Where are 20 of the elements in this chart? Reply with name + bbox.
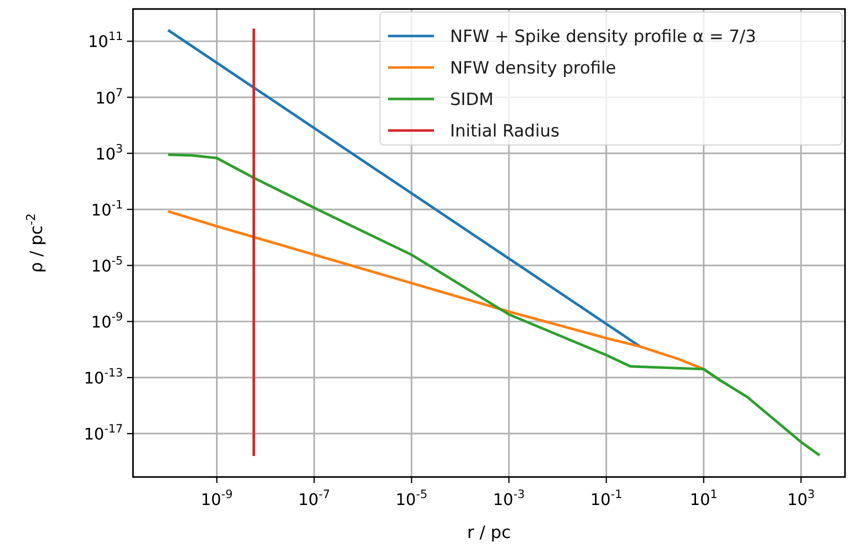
x-tick-label: 10$^{1}$ <box>690 487 718 509</box>
y-tick-label: 10$^{-13}$ <box>84 366 123 388</box>
x-tick-label: 10$^{-9}$ <box>200 487 233 509</box>
x-tick-label: 10$^{3}$ <box>787 487 815 509</box>
y-tick-label: 10$^{3}$ <box>95 141 123 164</box>
legend-label: SIDM <box>450 90 494 110</box>
legend-label: Initial Radius <box>450 122 560 142</box>
x-tick-label: 10$^{-5}$ <box>396 487 428 509</box>
y-tick-label: 10$^{11}$ <box>88 29 123 52</box>
x-tick-label: 10$^{-1}$ <box>590 487 622 509</box>
y-tick-label: 10$^{-17}$ <box>84 422 123 444</box>
y-tick-label: 10$^{7}$ <box>95 85 123 108</box>
legend-label: NFW + Spike density profile α = 7/3 <box>450 27 756 47</box>
legend-label: NFW density profile <box>450 58 616 78</box>
y-tick-label: 10$^{-1}$ <box>91 197 123 220</box>
y-tick-label: 10$^{-9}$ <box>91 310 123 332</box>
x-axis-title: r / pc <box>467 523 511 543</box>
y-tick-label: 10$^{-5}$ <box>91 253 123 276</box>
x-tick-label: 10$^{-3}$ <box>492 487 525 509</box>
x-tick-label: 10$^{-7}$ <box>298 487 330 509</box>
